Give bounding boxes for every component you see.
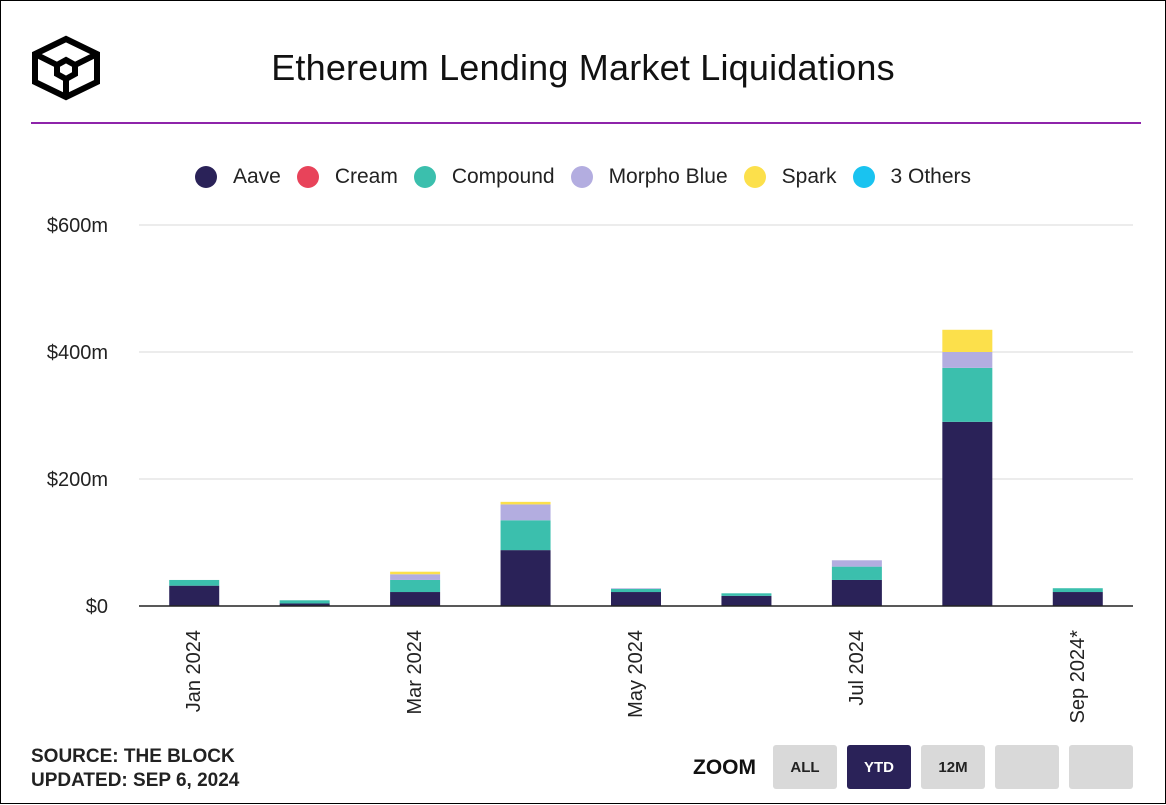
x-tick-label: Mar 2024 bbox=[404, 630, 426, 715]
chart-legend: Aave Cream Compound Morpho Blue Spark 3 … bbox=[1, 165, 1165, 189]
legend-label-3-others: 3 Others bbox=[890, 165, 972, 188]
bar-segment bbox=[942, 329, 993, 352]
legend-dot-compound bbox=[413, 166, 436, 188]
x-tick-label: Sep 2024* bbox=[1067, 630, 1089, 724]
bar-segment bbox=[500, 550, 551, 606]
bar-segment bbox=[279, 600, 330, 604]
legend-item-cream[interactable]: Cream bbox=[296, 165, 398, 189]
bar-segment bbox=[500, 504, 551, 521]
x-tick-label: Jul 2024 bbox=[846, 630, 868, 706]
updated-text: UPDATED: SEP 6, 2024 bbox=[31, 770, 240, 791]
bar-segment bbox=[390, 592, 441, 606]
bar-segment bbox=[390, 579, 441, 593]
y-tick-label: $200m bbox=[47, 469, 108, 491]
bar-segment bbox=[1052, 588, 1103, 593]
y-tick-label: $0 bbox=[86, 596, 108, 618]
bar-segment bbox=[611, 592, 661, 606]
source-text: SOURCE: THE BLOCK bbox=[31, 746, 235, 767]
legend-label-compound: Compound bbox=[451, 165, 555, 188]
chart-title: Ethereum Lending Market Liquidations bbox=[271, 47, 895, 88]
bar-segment bbox=[611, 588, 661, 589]
zoom-label: ZOOM bbox=[693, 756, 756, 779]
bar-segment bbox=[942, 367, 993, 422]
bar-segment bbox=[721, 595, 772, 606]
legend-label-morpho-blue: Morpho Blue bbox=[608, 165, 728, 188]
bar-segment bbox=[831, 566, 882, 580]
bar-segment bbox=[831, 560, 882, 567]
bar-segment bbox=[1052, 592, 1103, 606]
bar-segment bbox=[169, 585, 220, 606]
y-tick-label: $600m bbox=[47, 215, 108, 237]
legend-label-aave: Aave bbox=[232, 165, 281, 188]
bar-segment bbox=[831, 579, 882, 606]
legend-label-cream: Cream bbox=[334, 165, 398, 188]
zoom-all-button[interactable]: ALL bbox=[773, 745, 837, 789]
x-tick-label: Jan 2024 bbox=[183, 630, 205, 712]
legend-item-compound[interactable]: Compound bbox=[413, 165, 555, 189]
legend-dot-cream bbox=[296, 166, 319, 188]
legend-item-aave[interactable]: Aave bbox=[194, 165, 281, 189]
legend-dot-3-others bbox=[852, 166, 875, 188]
legend-dot-spark bbox=[743, 166, 766, 188]
zoom-blank-button-1[interactable] bbox=[995, 745, 1059, 789]
footer-source: SOURCE: THE BLOCK UPDATED: SEP 6, 2024 bbox=[31, 745, 239, 793]
title-divider bbox=[31, 122, 1141, 124]
the-block-logo-icon bbox=[32, 35, 100, 101]
bar-segment bbox=[169, 579, 220, 586]
bar-segment bbox=[611, 588, 661, 593]
bar-segment bbox=[942, 421, 993, 606]
bar-segment bbox=[279, 603, 330, 606]
x-tick-label: May 2024 bbox=[625, 630, 647, 718]
y-tick-label: $400m bbox=[47, 342, 108, 364]
legend-item-3-others[interactable]: 3 Others bbox=[852, 165, 972, 189]
bar-segment bbox=[942, 352, 993, 368]
legend-label-spark: Spark bbox=[781, 165, 837, 188]
legend-dot-aave bbox=[194, 166, 217, 188]
bar-segment bbox=[390, 574, 441, 580]
bar-segment bbox=[500, 501, 551, 505]
bar-segment bbox=[500, 520, 551, 551]
zoom-ytd-button[interactable]: YTD bbox=[847, 745, 911, 789]
bar-segment bbox=[721, 593, 772, 596]
zoom-blank-button-2[interactable] bbox=[1069, 745, 1133, 789]
legend-item-spark[interactable]: Spark bbox=[743, 165, 837, 189]
bar-segment bbox=[390, 571, 441, 575]
legend-dot-morpho-blue bbox=[570, 166, 593, 188]
legend-item-morpho-blue[interactable]: Morpho Blue bbox=[570, 165, 728, 189]
zoom-12m-button[interactable]: 12M bbox=[921, 745, 985, 789]
